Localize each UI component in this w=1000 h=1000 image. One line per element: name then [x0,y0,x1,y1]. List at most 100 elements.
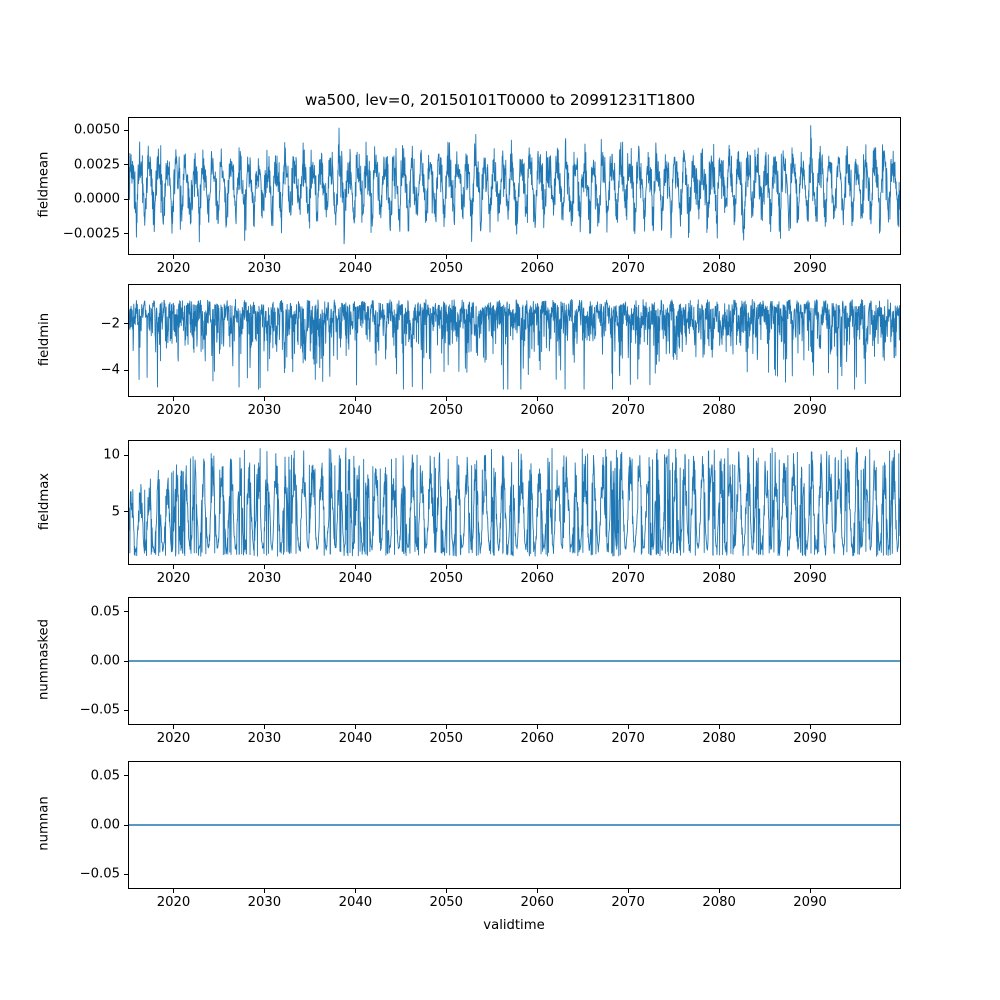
y-tick-mark-fieldmin-0 [124,323,128,325]
y-tick-mark-fieldmax-1 [124,511,128,513]
subplot-nummasked [128,597,901,725]
x-tick-mark-fieldmax-5 [627,565,629,569]
x-tick-mark-numnan-5 [627,889,629,893]
x-tick-mark-fieldmean-1 [263,255,265,259]
series-canvas-nummasked [129,598,900,724]
x-tick-mark-nummasked-1 [263,725,265,729]
x-tick-mark-numnan-1 [263,889,265,893]
subplot-numnan [128,761,901,889]
x-tick-label-fieldmax-4: 2060 [520,571,555,586]
x-tick-mark-nummasked-0 [172,725,175,729]
x-tick-mark-fieldmax-1 [263,565,265,569]
x-tick-label-fieldmax-3: 2050 [429,571,464,586]
x-tick-mark-fieldmin-0 [172,397,175,401]
series-canvas-fieldmin [129,285,900,396]
x-tick-label-fieldmax-0: 2020 [156,571,191,586]
x-tick-mark-fieldmean-5 [627,255,629,259]
x-tick-mark-nummasked-6 [718,725,720,729]
x-tick-mark-nummasked-7 [809,725,811,729]
y-tick-label-nummasked-1: 0.00 [90,653,120,669]
subplot-fieldmin [128,284,901,397]
x-tick-mark-fieldmean-3 [445,255,447,259]
x-tick-label-nummasked-0: 2020 [156,731,191,746]
x-tick-label-numnan-4: 2060 [520,895,555,910]
x-tick-mark-fieldmean-4 [536,255,538,259]
y-tick-label-fieldmean-2: 0.0000 [73,191,120,207]
x-tick-label-numnan-0: 2020 [156,895,191,910]
series-canvas-fieldmax [129,441,900,564]
x-tick-label-numnan-6: 2080 [702,895,736,910]
x-tick-mark-fieldmax-2 [354,565,356,569]
x-tick-label-numnan-7: 2090 [793,895,827,910]
x-tick-mark-fieldmax-7 [809,565,811,569]
x-tick-label-nummasked-3: 2050 [429,731,464,746]
y-tick-label-fieldmin-0: −2 [100,316,120,332]
series-canvas-numnan [129,762,900,888]
y-tick-label-nummasked-0: 0.05 [90,604,120,620]
x-tick-label-fieldmax-1: 2030 [247,571,282,586]
y-axis-label-fieldmax: fieldmax [36,472,52,530]
x-tick-mark-numnan-7 [809,889,811,893]
y-tick-label-fieldmin-1: −4 [100,362,120,378]
x-tick-mark-fieldmin-6 [718,397,720,401]
y-tick-label-nummasked-2: −0.05 [79,702,120,718]
y-tick-mark-numnan-2 [124,873,128,875]
y-tick-mark-fieldmean-2 [124,198,128,200]
x-tick-mark-numnan-4 [536,889,538,893]
x-tick-label-fieldmean-0: 2020 [156,261,191,276]
plot-area-fieldmean [128,117,901,255]
y-axis-label-nummasked: nummasked [36,619,52,701]
x-tick-mark-nummasked-4 [536,725,538,729]
x-tick-label-fieldmin-0: 2020 [156,403,191,418]
y-tick-label-fieldmean-0: 0.0050 [73,122,120,138]
subplot-fieldmax [128,440,901,565]
x-tick-mark-fieldmin-4 [536,397,538,401]
plot-area-fieldmax [128,440,901,565]
y-axis-label-numnan: numnan [36,796,52,851]
x-tick-label-fieldmax-6: 2080 [702,571,736,586]
x-tick-label-nummasked-5: 2070 [611,731,645,746]
x-tick-label-fieldmean-5: 2070 [611,261,645,276]
x-tick-label-fieldmax-5: 2070 [611,571,645,586]
x-tick-label-numnan-2: 2040 [338,895,373,910]
y-tick-label-fieldmax-1: 5 [111,504,120,520]
x-tick-mark-fieldmax-4 [536,565,538,569]
x-tick-mark-nummasked-2 [354,725,356,729]
x-tick-mark-fieldmin-1 [263,397,265,401]
x-tick-mark-fieldmean-6 [718,255,720,259]
x-tick-label-fieldmin-5: 2070 [611,403,645,418]
y-axis-label-fieldmin: fieldmin [36,312,52,366]
x-tick-mark-numnan-3 [445,889,447,893]
y-tick-mark-fieldmax-0 [124,454,128,456]
x-tick-label-fieldmin-3: 2050 [429,403,464,418]
x-tick-mark-fieldmin-7 [809,397,811,401]
x-tick-label-fieldmean-7: 2090 [793,261,827,276]
x-tick-mark-nummasked-3 [445,725,447,729]
y-tick-label-numnan-2: −0.05 [79,866,120,882]
figure-title: wa500, lev=0, 20150101T0000 to 20991231T… [304,91,696,109]
plot-area-fieldmin [128,284,901,397]
x-tick-label-fieldmin-4: 2060 [520,403,555,418]
x-tick-label-fieldmean-4: 2060 [520,261,555,276]
x-tick-mark-fieldmean-0 [172,255,175,259]
y-tick-mark-fieldmean-0 [124,129,128,131]
x-tick-mark-fieldmax-0 [172,565,175,569]
x-tick-label-nummasked-2: 2040 [338,731,373,746]
x-tick-label-fieldmax-2: 2040 [338,571,373,586]
y-axis-label-fieldmean: fieldmean [36,151,52,218]
x-tick-label-nummasked-4: 2060 [520,731,555,746]
x-tick-mark-fieldmax-6 [718,565,720,569]
x-tick-mark-numnan-2 [354,889,356,893]
x-tick-mark-fieldmin-3 [445,397,447,401]
x-tick-mark-fieldmin-2 [354,397,356,401]
y-tick-mark-nummasked-0 [124,611,128,613]
y-tick-mark-numnan-0 [124,775,128,777]
x-tick-label-fieldmean-1: 2030 [247,261,282,276]
y-tick-mark-fieldmean-3 [124,233,128,235]
x-tick-mark-numnan-0 [172,889,175,893]
x-tick-label-nummasked-7: 2090 [793,731,827,746]
y-tick-label-numnan-1: 0.00 [90,817,120,833]
x-tick-label-fieldmax-7: 2090 [793,571,827,586]
plot-area-numnan [128,761,901,889]
x-tick-label-fieldmin-6: 2080 [702,403,736,418]
